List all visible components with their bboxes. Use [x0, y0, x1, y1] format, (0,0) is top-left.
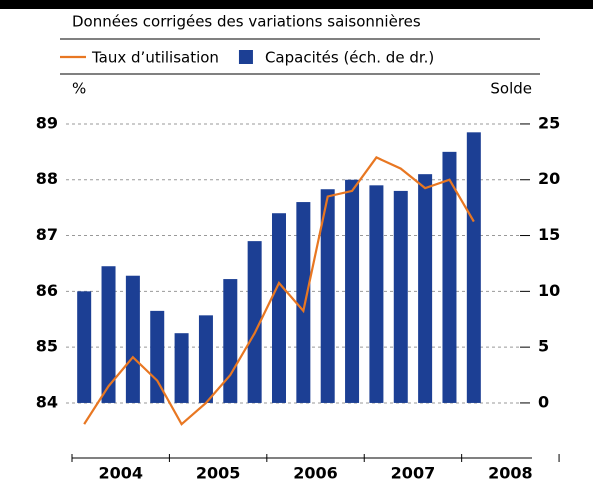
y-tick-label: 88: [36, 169, 58, 188]
bar: [296, 202, 311, 403]
x-period-label: 2008: [488, 464, 533, 483]
y2-tick-label: 25: [538, 113, 560, 132]
bar: [174, 333, 189, 403]
bar: [150, 310, 165, 403]
y2-tick-label: 20: [538, 169, 560, 188]
bar: [223, 279, 238, 403]
y2-tick-label: 15: [538, 225, 560, 244]
y2-axis-title: Solde: [490, 80, 532, 98]
bar: [369, 185, 384, 403]
bar: [247, 241, 262, 403]
x-period-label: 2006: [293, 464, 338, 483]
legend-swatch: [238, 50, 253, 64]
bar: [125, 275, 140, 403]
y-tick-label: 87: [36, 225, 58, 244]
bar: [272, 213, 286, 403]
legend-label: Capacités (éch. de dr.): [265, 49, 434, 67]
bar: [466, 132, 481, 403]
line: [83, 156, 475, 426]
y-tick-label: 85: [36, 337, 58, 356]
y2-tick-label: 0: [538, 392, 549, 411]
y2-tick-label: 5: [538, 337, 549, 356]
bar: [320, 189, 335, 403]
x-period-label: 2004: [98, 464, 143, 483]
y-tick-label: 86: [36, 281, 58, 300]
bar: [345, 179, 360, 403]
y-axis-title: %: [72, 80, 86, 98]
x-period-label: 2007: [391, 464, 436, 483]
bar: [101, 266, 116, 403]
bar: [418, 174, 433, 403]
y2-tick-label: 10: [538, 281, 560, 300]
top-band: [0, 0, 593, 9]
bar: [393, 190, 408, 403]
bar: [198, 315, 213, 403]
bar: [77, 291, 92, 403]
legend-label: Taux d’utilisation: [91, 49, 219, 67]
bar: [442, 151, 457, 403]
chart-subtitle: Données corrigées des variations saisonn…: [72, 13, 421, 31]
y-tick-label: 84: [36, 392, 58, 411]
x-period-label: 2005: [196, 464, 241, 483]
y-tick-label: 89: [36, 113, 58, 132]
